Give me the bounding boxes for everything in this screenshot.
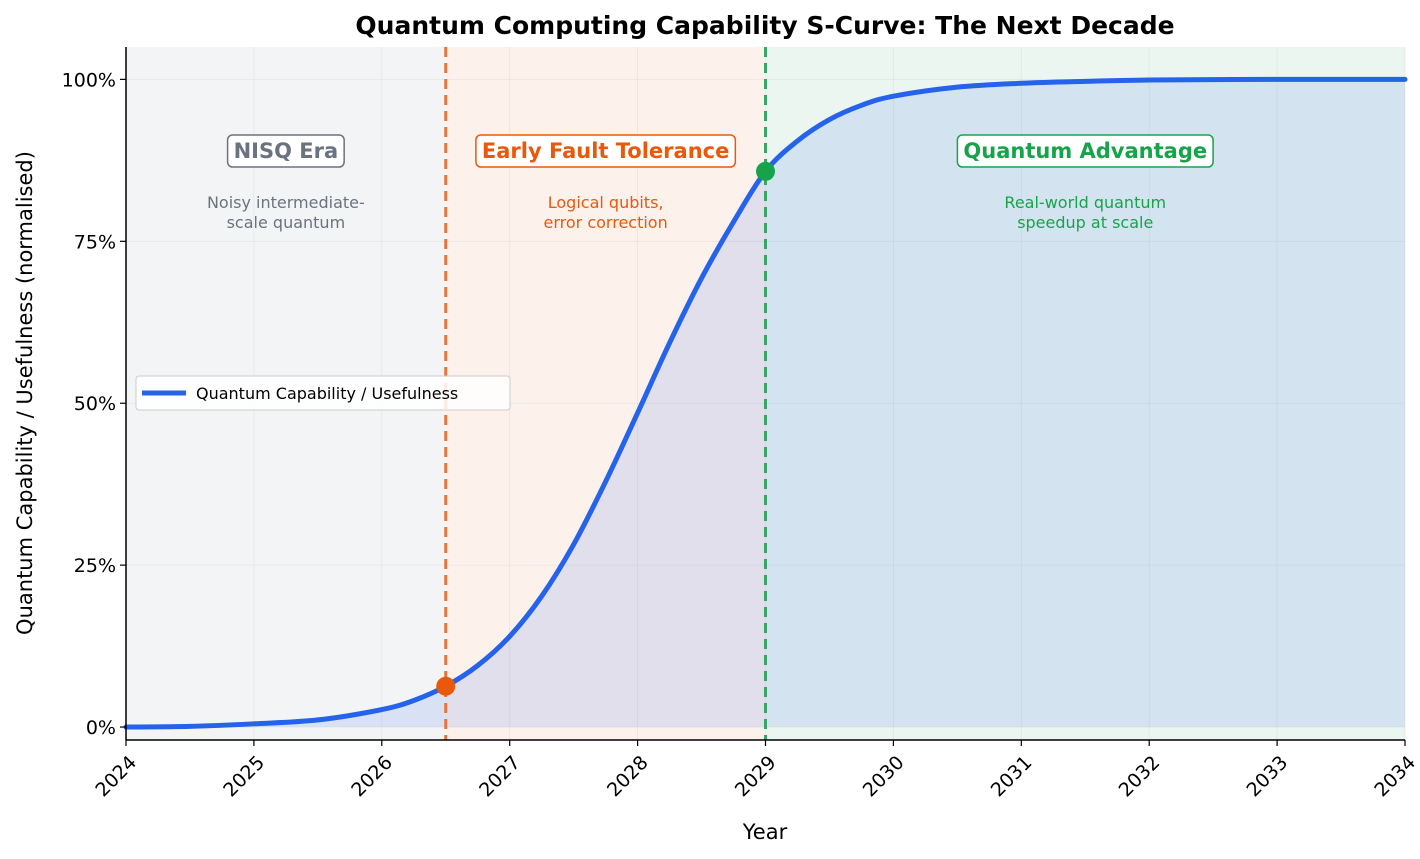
x-tick-label: 2033 [1242, 752, 1292, 802]
series-line [123, 76, 1408, 730]
phase-title-box [226, 134, 345, 168]
x-tick-label: 2034 [1370, 752, 1420, 802]
phase-title: Early Fault Tolerance [482, 139, 729, 163]
x-tick-label: 2024 [91, 752, 141, 802]
y-tick-label: 100% [62, 69, 116, 91]
milestone-point-1 [756, 161, 775, 181]
x-tick-label: 2025 [219, 752, 269, 802]
legend: Quantum Capability / Usefulness [135, 375, 511, 411]
legend-box [135, 375, 511, 411]
y-tick-label: 25% [74, 555, 116, 577]
phase-title-box [475, 134, 737, 168]
x-tick-label: 2030 [859, 752, 909, 802]
phase-label-2: Quantum Advantage Real-world quantumspeed… [956, 134, 1214, 232]
x-tick-label: 2031 [987, 752, 1037, 802]
milestone-dots [436, 161, 775, 696]
phase-label-1: Early Fault Tolerance Logical qubits,erro… [475, 134, 737, 232]
x-axis-label: Year [742, 820, 788, 844]
milestone-point-0 [436, 676, 456, 696]
series-layer [123, 76, 1408, 730]
phase-description-line: Noisy intermediate- [207, 193, 365, 212]
legend-entry: Quantum Capability / Usefulness [196, 384, 458, 403]
chart-title: Quantum Computing Capability S-Curve: Th… [355, 11, 1174, 40]
x-tick-label: 2032 [1115, 752, 1165, 802]
x-tick-label: 2026 [347, 752, 397, 802]
y-tick-label: 50% [74, 393, 116, 415]
phase-description-line: speedup at scale [1017, 213, 1153, 232]
phase-title-box [956, 134, 1214, 168]
phase-description-line: error correction [544, 213, 668, 232]
phase-description-line: Real-world quantum [1004, 193, 1166, 212]
x-tick-label: 2028 [603, 752, 653, 802]
y-tick-label: 0% [86, 717, 116, 739]
phase-labels: NISQ Era Noisy intermediate-scale quantum… [207, 134, 1214, 232]
phase-title: Quantum Advantage [963, 139, 1207, 163]
y-tick-label: 75% [74, 231, 116, 253]
phase-description-line: Logical qubits, [548, 193, 664, 212]
y-ticks: 0% 25% 50% 75% 100% [62, 69, 126, 739]
y-axis-label: Quantum Capability / Usefulness (normali… [13, 151, 37, 635]
phase-label-0: NISQ Era Noisy intermediate-scale quantum [207, 134, 365, 232]
x-tick-label: 2027 [475, 752, 525, 802]
x-ticks: 2024 2025 2026 2027 2028 2029 2030 2031 2032 2033… [91, 740, 1420, 801]
phase-description-line: scale quantum [227, 213, 346, 232]
x-tick-label: 2029 [731, 752, 781, 802]
phase-title: NISQ Era [234, 139, 339, 163]
